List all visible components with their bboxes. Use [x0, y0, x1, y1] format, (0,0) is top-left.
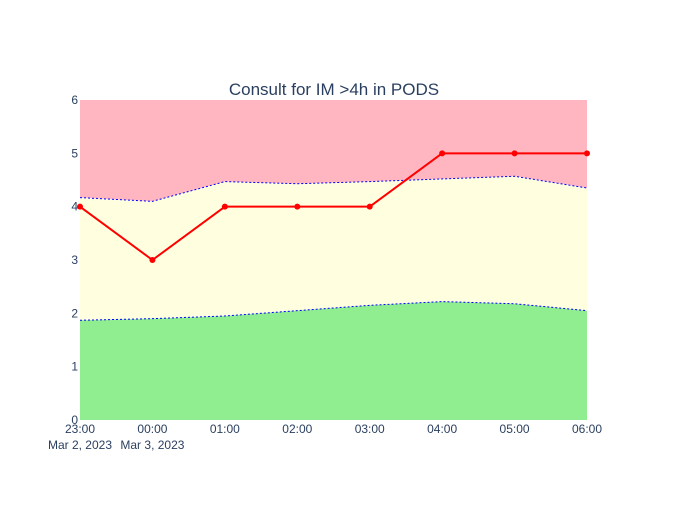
high-band-area	[80, 100, 587, 202]
data-point	[439, 150, 446, 157]
y-tick-label: 1	[71, 360, 78, 374]
data-point	[294, 203, 301, 210]
x-tick-label: 06:00	[572, 422, 602, 436]
x-date-label: Mar 3, 2023	[120, 438, 184, 452]
upper-band-boundary	[79, 175, 588, 202]
data-point	[77, 203, 83, 210]
chart-title: Consult for IM >4h in PODS	[229, 80, 439, 99]
data-point	[511, 150, 518, 157]
data-point	[149, 257, 156, 263]
y-tick-label: 3	[71, 253, 78, 267]
x-tick-label: 02:00	[282, 422, 312, 436]
low-band-area	[80, 301, 587, 420]
x-tick-label: 00:00	[137, 422, 167, 436]
axes: 0 1 2 3 4 5 6 23:00 00:00 01:00 02:00 03:00 04:00 05:…	[48, 93, 602, 452]
data-point	[366, 203, 373, 210]
mid-band-area	[80, 176, 587, 321]
y-tick-label: 6	[71, 93, 78, 107]
y-tick-label: 0	[71, 413, 78, 427]
x-tick-label: 23:00	[65, 422, 95, 436]
lower-band-boundary	[79, 301, 588, 321]
x-tick-label: 01:00	[210, 422, 240, 436]
series-line	[79, 152, 587, 261]
plot-area	[77, 100, 590, 420]
y-tick-label: 4	[71, 200, 78, 214]
x-tick-label: 04:00	[427, 422, 457, 436]
data-point	[221, 203, 228, 210]
data-point	[584, 150, 590, 157]
x-tick-label: 05:00	[500, 422, 530, 436]
x-tick-label: 03:00	[355, 422, 385, 436]
x-date-label: Mar 2, 2023	[48, 438, 112, 452]
y-tick-label: 5	[71, 146, 78, 160]
y-tick-label: 2	[71, 306, 78, 320]
